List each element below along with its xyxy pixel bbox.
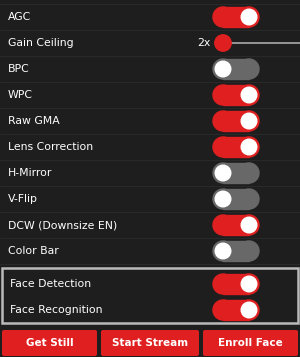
- Circle shape: [213, 111, 233, 131]
- FancyBboxPatch shape: [2, 330, 97, 356]
- Circle shape: [241, 276, 257, 292]
- Circle shape: [213, 189, 233, 209]
- Circle shape: [215, 165, 231, 181]
- Circle shape: [239, 137, 259, 157]
- Circle shape: [213, 137, 233, 157]
- Circle shape: [241, 217, 257, 233]
- Text: Gain Ceiling: Gain Ceiling: [8, 38, 74, 48]
- Circle shape: [239, 163, 259, 183]
- Circle shape: [241, 87, 257, 103]
- Text: Raw GMA: Raw GMA: [8, 116, 60, 126]
- Text: DCW (Downsize EN): DCW (Downsize EN): [8, 220, 117, 230]
- Text: Enroll Face: Enroll Face: [218, 338, 283, 348]
- Circle shape: [213, 163, 233, 183]
- Circle shape: [239, 300, 259, 320]
- Circle shape: [215, 243, 231, 259]
- Text: Lens Correction: Lens Correction: [8, 142, 93, 152]
- FancyBboxPatch shape: [2, 268, 298, 323]
- Text: V-Flip: V-Flip: [8, 194, 38, 204]
- Bar: [223, 300, 249, 320]
- Text: Face Recognition: Face Recognition: [10, 305, 103, 315]
- Circle shape: [241, 9, 257, 25]
- Circle shape: [215, 191, 231, 207]
- FancyBboxPatch shape: [101, 330, 199, 356]
- Circle shape: [239, 189, 259, 209]
- Bar: [223, 163, 249, 183]
- Bar: [223, 111, 249, 131]
- Circle shape: [213, 59, 233, 79]
- Circle shape: [213, 274, 233, 294]
- Circle shape: [213, 85, 233, 105]
- Text: BPC: BPC: [8, 64, 30, 74]
- Circle shape: [239, 7, 259, 27]
- Text: Start Stream: Start Stream: [112, 338, 188, 348]
- Circle shape: [241, 302, 257, 318]
- Text: H-Mirror: H-Mirror: [8, 168, 52, 178]
- Text: Get Still: Get Still: [26, 338, 73, 348]
- Circle shape: [213, 7, 233, 27]
- Circle shape: [241, 139, 257, 155]
- Bar: [223, 7, 249, 27]
- Bar: [223, 189, 249, 209]
- Circle shape: [213, 300, 233, 320]
- Text: WPC: WPC: [8, 90, 33, 100]
- Bar: [223, 85, 249, 105]
- Circle shape: [239, 274, 259, 294]
- Bar: [223, 274, 249, 294]
- FancyBboxPatch shape: [203, 330, 298, 356]
- Bar: [223, 241, 249, 261]
- Text: 2x: 2x: [197, 38, 210, 48]
- Bar: [223, 59, 249, 79]
- Bar: [223, 137, 249, 157]
- Text: AGC: AGC: [8, 12, 31, 22]
- Circle shape: [241, 113, 257, 129]
- Circle shape: [239, 111, 259, 131]
- Circle shape: [239, 215, 259, 235]
- Bar: [223, 215, 249, 235]
- Circle shape: [213, 215, 233, 235]
- Text: Face Detection: Face Detection: [10, 279, 91, 289]
- Circle shape: [239, 85, 259, 105]
- Circle shape: [215, 35, 231, 51]
- Circle shape: [239, 241, 259, 261]
- Circle shape: [213, 241, 233, 261]
- Circle shape: [215, 61, 231, 77]
- Text: Color Bar: Color Bar: [8, 246, 59, 256]
- Circle shape: [239, 59, 259, 79]
